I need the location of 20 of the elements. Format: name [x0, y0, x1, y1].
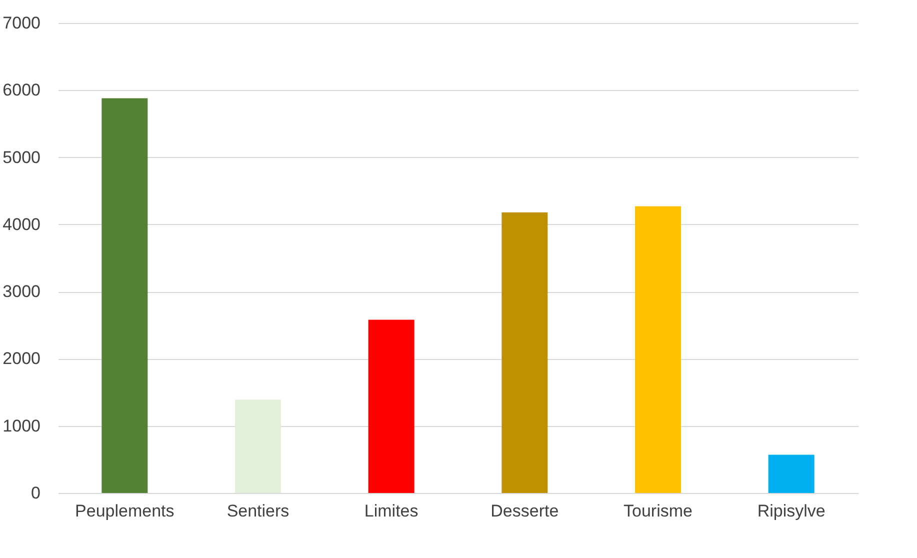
- bar: [235, 400, 281, 493]
- y-tick-label: 7000: [2, 14, 40, 32]
- y-tick-label: 2000: [2, 349, 40, 368]
- y-tick-label: 3000: [2, 282, 40, 302]
- bar: [102, 98, 148, 493]
- x-tick-label: Limites: [364, 502, 418, 520]
- bar: [502, 212, 548, 493]
- x-tick-label: Tourisme: [624, 502, 692, 520]
- y-tick-label: 5000: [2, 148, 40, 167]
- x-tick-label: Sentiers: [226, 502, 290, 520]
- x-tick-label: Peuplements: [75, 502, 174, 520]
- y-tick-label: 4000: [2, 214, 40, 234]
- x-tick-label: Ripisylve: [757, 502, 826, 520]
- y-tick-label: 1000: [2, 416, 40, 436]
- y-tick-label: 6000: [2, 80, 40, 100]
- bar: [368, 320, 414, 493]
- bar: [768, 454, 814, 493]
- y-tick-label: 0: [31, 484, 40, 502]
- bar: [635, 206, 681, 493]
- x-tick-label: Desserte: [490, 502, 559, 520]
